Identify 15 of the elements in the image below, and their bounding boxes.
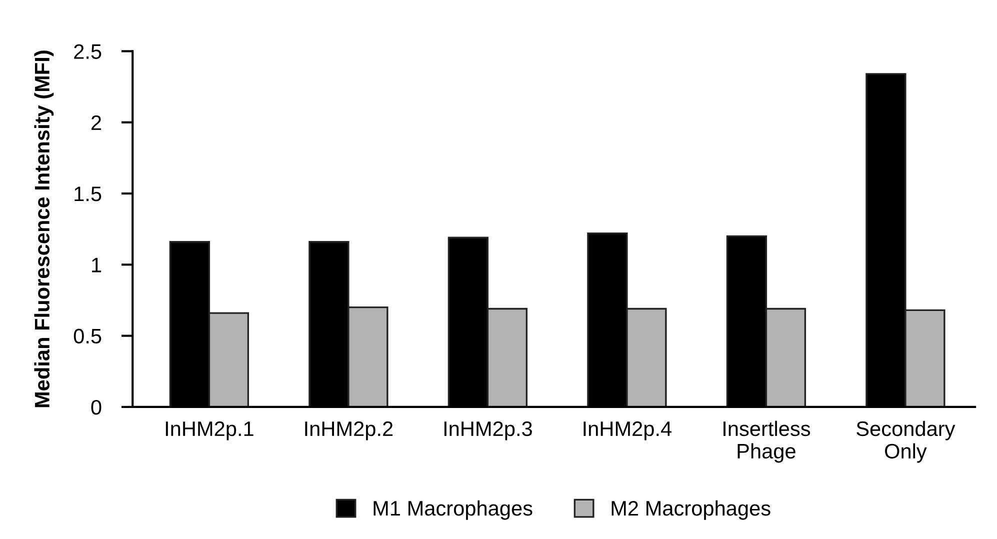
y-tick-label: 2.5 bbox=[74, 44, 102, 59]
y-tick-label: 0 bbox=[91, 400, 102, 415]
x-tick-label: Insertless Phage bbox=[724, 420, 810, 463]
legend-label: M2 Macrophages bbox=[612, 500, 770, 520]
x-tick-label: InHM2p.3 bbox=[444, 421, 532, 440]
x-tick-label: InHM2p.4 bbox=[584, 421, 672, 440]
y-axis-title: Median Fluorescence Intensity (MFI) bbox=[34, 50, 54, 408]
legend-label: M1 Macrophages bbox=[374, 500, 532, 520]
y-tick-label: 1 bbox=[92, 258, 102, 272]
y-tick-label: 0.5 bbox=[74, 328, 102, 344]
y-tick-label: 2 bbox=[92, 115, 101, 130]
x-tick-label: InHM2p.1 bbox=[166, 421, 254, 440]
x-tick-label: InHM2p.2 bbox=[305, 421, 393, 440]
x-tick-label: Secondary Only bbox=[856, 420, 956, 463]
y-tick-label: 1.5 bbox=[74, 186, 102, 202]
